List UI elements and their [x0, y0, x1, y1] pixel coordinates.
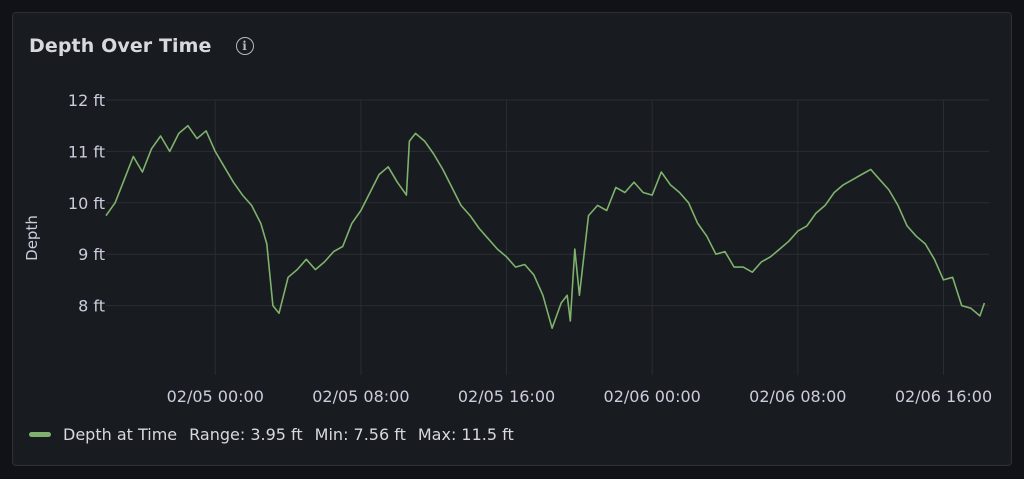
legend-max: Max: 11.5 ft: [417, 425, 514, 444]
legend-swatch: [29, 432, 51, 437]
y-axis-label: Depth: [23, 215, 41, 261]
legend-item-depth[interactable]: Depth at Time: [29, 425, 177, 444]
chart-panel: Depth Over Time i 8 ft 9 ft 10 ft 11 ft 12 f…: [12, 12, 1012, 466]
legend-series-name: Depth at Time: [63, 425, 178, 444]
series-layer: [105, 124, 986, 330]
legend: Depth at Time Range: 3.95 ft Min: 7.56 f…: [29, 425, 514, 444]
y-tick-label: 11 ft: [68, 142, 105, 161]
y-tick-label: 12 ft: [68, 91, 105, 110]
x-tick-label: 02/06 08:00: [749, 387, 846, 406]
info-circle-icon[interactable]: i: [235, 37, 254, 55]
panel-title: Depth Over Time: [29, 35, 212, 57]
x-tick-label: 02/05 00:00: [167, 387, 264, 406]
panel-header: Depth Over Time i: [29, 32, 254, 60]
legend-min: Min: 7.56 ft: [314, 425, 406, 444]
y-tick-label: 10 ft: [68, 194, 105, 213]
y-tick-label: 9 ft: [78, 245, 105, 264]
legend-range: Range: 3.95 ft: [189, 425, 303, 444]
y-tick-label: 8 ft: [78, 297, 105, 316]
x-tick-label: 02/05 16:00: [458, 387, 555, 406]
x-axis-ticks: 02/05 00:00 02/05 08:00 02/05 16:00 02/06 0…: [167, 387, 993, 406]
y-axis-ticks: 8 ft 9 ft 10 ft 11 ft 12 ft: [68, 91, 105, 316]
x-tick-label: 02/06 16:00: [895, 387, 992, 406]
series-line-depth[interactable]: [105, 124, 986, 330]
grid-lines: [106, 99, 989, 375]
x-tick-label: 02/06 00:00: [604, 387, 701, 406]
x-tick-label: 02/05 08:00: [312, 387, 409, 406]
